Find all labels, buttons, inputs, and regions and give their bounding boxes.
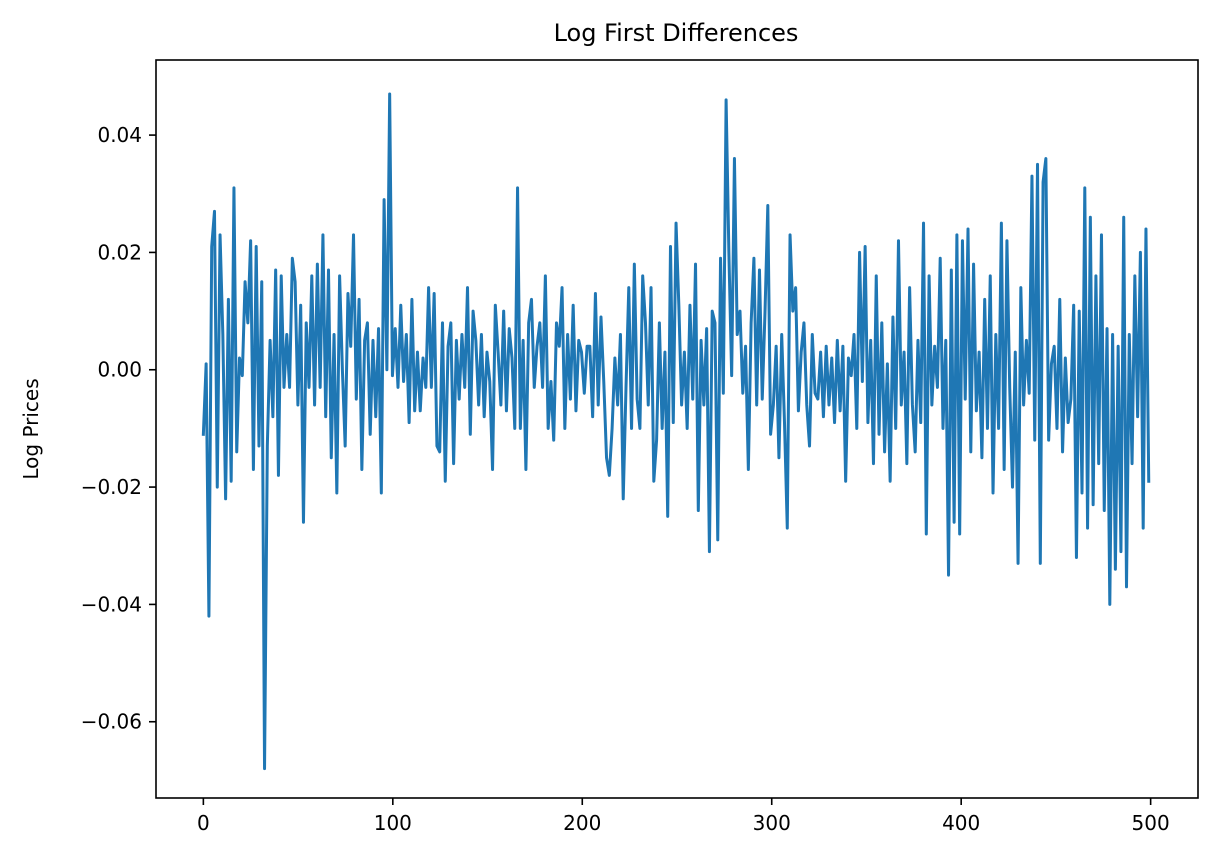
plot-area xyxy=(155,59,1199,799)
y-axis-label: Log Prices xyxy=(19,378,43,479)
x-tick-label: 200 xyxy=(563,811,601,835)
x-tick-label: 500 xyxy=(1132,811,1170,835)
y-axis-ticks: −0.06 −0.04 −0.02 0.00 0.02 0.04 xyxy=(81,123,156,734)
series-layer xyxy=(201,92,1151,771)
y-tick-label: −0.06 xyxy=(81,710,142,734)
x-axis-ticks: 0 100 200 300 400 500 xyxy=(197,798,1170,835)
chart-title: Log First Differences xyxy=(554,19,799,47)
y-tick-label: 0.04 xyxy=(97,123,142,147)
y-tick-label: 0.00 xyxy=(97,358,142,382)
x-tick-label: 100 xyxy=(374,811,412,835)
plot-frame xyxy=(155,59,1199,799)
x-tick-label: 0 xyxy=(197,811,210,835)
y-tick-label: −0.04 xyxy=(81,592,142,616)
y-tick-label: 0.02 xyxy=(97,240,142,264)
x-tick-label: 400 xyxy=(942,811,980,835)
x-tick-label: 300 xyxy=(753,811,791,835)
y-tick-label: −0.02 xyxy=(81,475,142,499)
series-line-0 xyxy=(201,92,1151,771)
